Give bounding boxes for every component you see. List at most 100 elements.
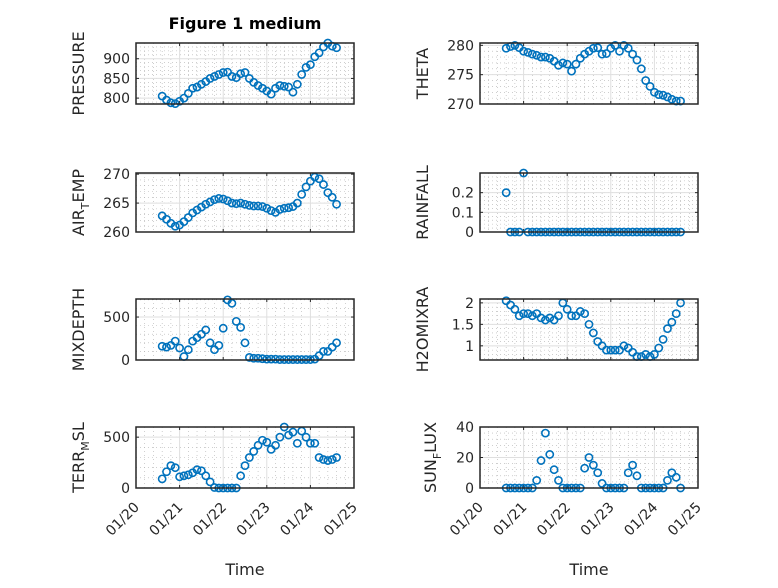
y-axis-label-subscript: M [79,441,92,451]
data-point [314,453,324,462]
data-point [558,58,568,68]
data-point [602,49,611,58]
data-point [536,52,546,62]
data-point [545,313,555,323]
data-point [588,328,598,338]
subplot-air-temp: 260 265 270 AIRTEMP [69,167,355,241]
data-point [266,206,276,215]
data-point [527,311,537,321]
data-point [240,338,250,348]
data-point [588,43,598,53]
data-point [271,440,280,450]
data-point [179,471,189,481]
data-point [663,92,672,102]
data-point [231,199,241,209]
data-point [567,66,576,76]
y-tick-label: 500 [103,310,130,326]
axes-box [135,426,355,489]
x-axis-label: Time [568,560,608,579]
data-point [610,40,620,50]
data-point [562,304,572,314]
data-point [571,59,581,69]
data-point [510,304,520,314]
data-point [527,49,537,59]
data-point [218,194,228,204]
data-point [292,438,302,448]
data-point [554,60,563,70]
data-point [510,40,520,50]
data-point [262,437,272,447]
y-axis-label: PRESSURE [69,31,88,115]
data-point [610,345,620,355]
data-point [575,307,585,316]
data-point [562,59,572,69]
data-point [623,468,633,478]
data-point [284,203,293,213]
axes-box [479,42,699,105]
data-point [183,470,193,480]
data-point [650,350,659,359]
data-point [240,199,250,209]
data-point [292,198,302,208]
data-point [205,477,215,487]
y-axis-label-part: TERR [69,451,88,494]
data-point [501,188,511,198]
data-point [597,49,607,59]
data-point [523,309,533,319]
data-point [641,76,651,85]
data-point [214,194,224,203]
data-point [332,453,341,462]
data-point [301,182,311,192]
data-point [619,341,629,351]
y-axis-label-subscript: T [79,202,92,210]
data-point [175,472,184,482]
data-point [641,350,651,359]
data-point [183,345,193,355]
y-tick-label: 280 [447,38,474,54]
data-point [305,438,315,448]
subplot-rainfall: 0 0.1 0.2 RAINFALL [413,165,699,241]
data-point [279,81,289,91]
data-point [663,475,672,485]
data-point [597,479,607,488]
data-point [580,463,590,473]
data-point [305,60,315,70]
y-axis-label: SUNFLUX [421,422,444,493]
data-point [262,203,272,213]
axes-box [479,426,699,489]
data-point [170,221,180,231]
data-point [275,81,285,90]
data-point [332,43,341,53]
data-point [588,460,598,470]
figure-title: Figure 1 medium [169,14,322,33]
data-point [162,467,171,477]
data-point [249,201,259,211]
y-tick-label: 850 [103,71,130,87]
data-point [192,465,202,475]
data-point [606,345,616,355]
data-point [523,47,533,57]
data-point [532,475,542,485]
data-point [205,74,215,83]
data-point [175,343,184,353]
data-point [170,463,180,473]
data-point [671,309,681,319]
subplot-mixdepth: 0 500 MIXDEPTH [69,288,355,371]
data-point [654,90,664,100]
data-point [258,202,267,211]
data-point [266,89,276,99]
data-point [545,450,555,459]
y-axis-label-part: THETA [413,48,432,100]
data-point [236,471,246,481]
data-point [284,82,293,92]
data-point [240,68,250,77]
data-point [210,195,219,205]
y-tick-label: 900 [103,52,130,68]
data-point [332,199,341,209]
data-point [170,336,180,346]
data-point [258,435,267,445]
axes-box [479,172,699,233]
data-point [327,455,337,464]
y-tick-label: 2 [465,296,474,312]
data-point [223,196,232,206]
